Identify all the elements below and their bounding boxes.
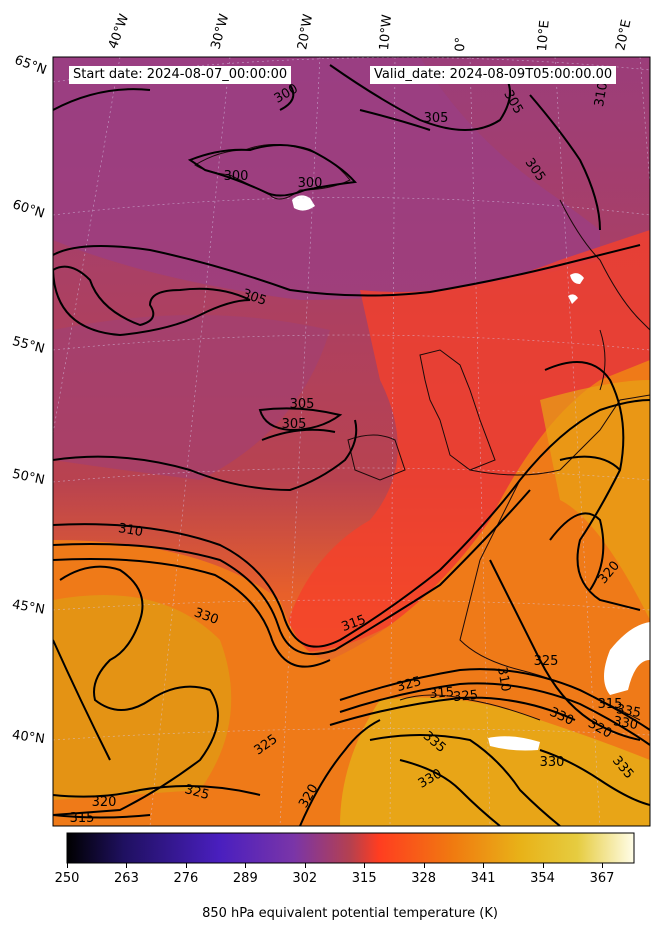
contour-label: 325 [395, 674, 423, 695]
contour-label: 325 [183, 782, 211, 803]
contour-label: 315 [429, 685, 455, 702]
contour-label: 310 [117, 521, 144, 540]
longitude-label: 10°W [377, 13, 396, 51]
colorbar-tick-label: 315 [351, 871, 377, 886]
colorbar-title: 850 hPa equivalent potential temperature… [202, 906, 498, 921]
colorbar-tick [67, 863, 68, 868]
contour-label: 310 [592, 81, 611, 108]
colorbar-tick [364, 863, 366, 868]
colorbar-tick [304, 863, 306, 868]
colorbar [66, 832, 635, 864]
colorbar-tick [601, 863, 603, 868]
colorbar-tick-label: 250 [54, 871, 80, 886]
colorbar-tick [423, 863, 425, 868]
colorbar-tick-label: 367 [589, 871, 615, 886]
colorbar-tick-label: 276 [173, 871, 199, 886]
colorbar-tick [483, 863, 485, 868]
contour-label: 305 [424, 111, 449, 126]
contour-label: 330 [540, 755, 565, 770]
contour-label: 300 [298, 176, 323, 191]
contour-label: 305 [282, 417, 307, 432]
contour-label: 300 [224, 169, 249, 184]
colorbar-tick [185, 863, 187, 868]
contour-label: 335 [615, 702, 642, 721]
contour-label: 310 [494, 666, 513, 693]
colorbar-tick-label: 302 [292, 871, 318, 886]
colorbar-tick [542, 863, 544, 868]
colorbar-tick-label: 354 [530, 871, 555, 886]
contour-label: 320 [92, 795, 117, 810]
contour-label: 315 [598, 697, 623, 712]
colorbar-tick-label: 289 [232, 871, 258, 886]
contour-label: 325 [534, 654, 559, 669]
longitude-label: 0° [453, 36, 469, 52]
colorbar-tick-label: 328 [411, 871, 437, 886]
colorbar-tick-label: 341 [470, 871, 496, 886]
start-date-label: Start date: 2024-08-07_00:00:00 [69, 66, 292, 84]
contour-label: 330 [612, 714, 639, 733]
map-frame [52, 56, 651, 827]
contour-label: 325 [453, 688, 479, 705]
colorbar-tick [126, 863, 128, 868]
longitude-label: 10°E [535, 19, 553, 53]
colorbar-tick-label: 263 [114, 871, 139, 886]
contour-label: 305 [290, 397, 315, 412]
contour-label: 315 [70, 811, 95, 826]
colorbar-tick [245, 863, 247, 868]
valid-date-label: Valid_date: 2024-08-09T05:00:00.00 [370, 66, 617, 84]
